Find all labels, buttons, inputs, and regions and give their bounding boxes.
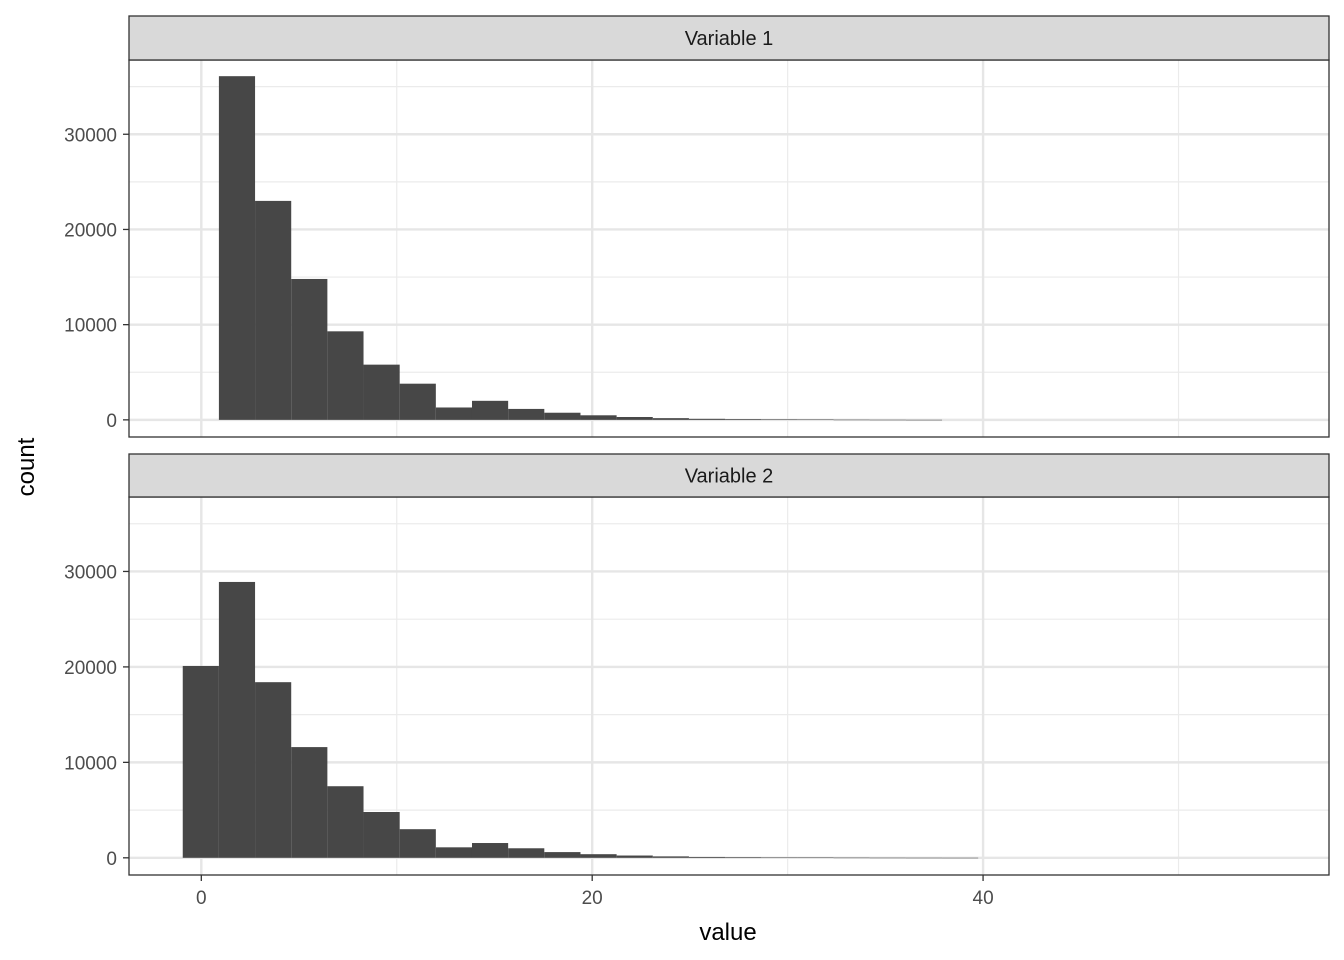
- facet-strip-label: Variable 2: [685, 466, 774, 488]
- facet-strip: [128, 15, 1330, 61]
- histogram-bar: [797, 419, 834, 420]
- histogram-bar: [905, 857, 943, 859]
- histogram-bar: [218, 581, 256, 858]
- histogram-bar: [363, 812, 400, 858]
- facet-strip: [128, 453, 1330, 498]
- histogram-bar: [508, 848, 545, 858]
- histogram-bar: [580, 415, 617, 420]
- histogram-bar: [688, 856, 726, 858]
- x-axis-title: value: [699, 919, 756, 946]
- histogram-bar: [399, 383, 436, 420]
- histogram-bar: [291, 278, 328, 420]
- histogram-bar: [471, 400, 509, 420]
- histogram-bar: [435, 407, 472, 420]
- histogram-bar: [905, 419, 943, 421]
- histogram-bar: [761, 419, 798, 420]
- histogram-bar: [291, 747, 328, 858]
- histogram-bar: [616, 855, 653, 858]
- y-axis-title: count: [13, 437, 40, 496]
- histogram-bar: [544, 852, 581, 858]
- histogram-bar: [255, 200, 292, 420]
- histogram-bar: [508, 408, 545, 420]
- histogram-bar: [725, 419, 762, 420]
- x-tick-label: 20: [582, 888, 603, 909]
- y-tick-label: 30000: [64, 562, 117, 583]
- histogram-bar: [869, 419, 906, 421]
- y-tick-label: 30000: [64, 125, 117, 146]
- histogram-bar: [616, 417, 653, 420]
- histogram-bar: [761, 857, 798, 858]
- histogram-bar: [652, 418, 689, 420]
- y-tick-label: 10000: [64, 316, 117, 337]
- histogram-bar: [652, 856, 689, 858]
- histogram-bar: [471, 843, 509, 858]
- y-tick-label: 20000: [64, 220, 117, 241]
- histogram-bar: [182, 665, 219, 858]
- histogram-bar: [399, 829, 436, 858]
- histogram-bar: [435, 847, 472, 858]
- histogram-bar: [833, 419, 870, 421]
- histogram-bar: [833, 857, 870, 859]
- y-tick-label: 0: [106, 849, 117, 870]
- facet-panel-2: Variable 2 0 10000 20000 30000 0 20 40: [64, 453, 1330, 909]
- facet-panel-1: Variable 1 0 10000 20000 30000: [64, 15, 1330, 438]
- y-tick-label: 10000: [64, 753, 117, 774]
- histogram-bar: [580, 854, 617, 858]
- x-tick-label: 40: [973, 888, 994, 909]
- histogram-bar: [544, 412, 581, 420]
- histogram-bar: [363, 364, 400, 420]
- facet-strip-label: Variable 1: [685, 28, 774, 50]
- histogram-bar: [218, 76, 256, 420]
- x-tick-label: 0: [196, 888, 207, 909]
- histogram-bar: [869, 857, 906, 859]
- y-tick-label: 0: [106, 411, 117, 432]
- y-tick-label: 20000: [64, 658, 117, 679]
- histogram-bar: [327, 331, 364, 420]
- histogram-bar: [942, 857, 979, 859]
- histogram-bar: [725, 857, 762, 858]
- histogram-bar: [255, 682, 292, 858]
- histogram-bar: [797, 857, 834, 858]
- histogram-bar: [688, 418, 726, 420]
- histogram-bar: [327, 786, 364, 858]
